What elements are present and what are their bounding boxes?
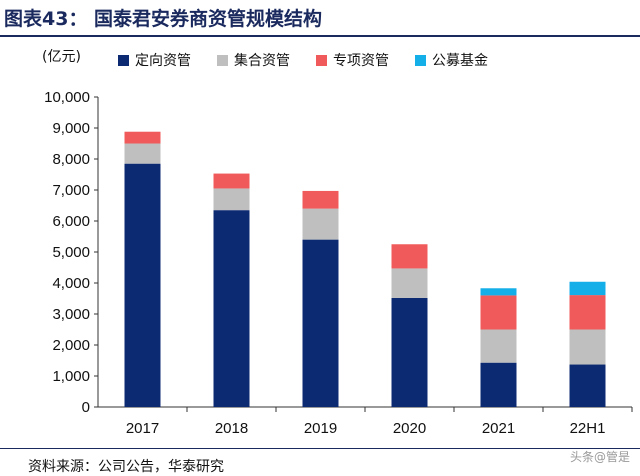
x-tick-label: 2020 <box>393 420 426 437</box>
legend: 定向资管 集合资管 专项资管 公募基金 <box>118 50 488 70</box>
bar-segment-3 <box>569 295 606 330</box>
bar-segment-2 <box>480 329 517 363</box>
bar-segment-3 <box>302 190 339 209</box>
legend-label: 定向资管 <box>135 53 191 69</box>
legend-swatch <box>415 54 426 66</box>
bar-segment-2 <box>569 329 606 365</box>
y-tick-label: 3,000 <box>52 306 90 323</box>
legend-swatch <box>217 54 228 66</box>
y-tick-label: 0 <box>82 399 90 416</box>
bar-segment-1 <box>480 362 517 407</box>
legend-item-zhuanxiang: 专项资管 <box>316 50 389 70</box>
footer-divider <box>0 448 640 449</box>
bar-segment-1 <box>569 364 606 407</box>
x-tick-label: 22H1 <box>570 420 606 437</box>
chart-title: 图表43： 国泰君安券商资管规模结构 <box>4 8 323 30</box>
x-tick-label: 2017 <box>126 420 159 437</box>
legend-item-jihe: 集合资管 <box>217 50 290 70</box>
bar-segment-1 <box>391 297 428 407</box>
bar-segment-1 <box>124 163 161 407</box>
legend-item-gongmu: 公募基金 <box>415 50 488 70</box>
bar-segment-3 <box>480 295 517 330</box>
legend-label: 公募基金 <box>432 53 488 69</box>
bar-segment-4 <box>480 288 517 296</box>
source-note: 资料来源：公司公告，华泰研究 <box>28 459 224 475</box>
y-tick-label: 2,000 <box>52 337 90 354</box>
x-tick-label: 2021 <box>482 420 515 437</box>
y-tick-label: 9,000 <box>52 120 90 137</box>
bar-segment-2 <box>124 143 161 164</box>
y-tick-label: 7,000 <box>52 182 90 199</box>
legend-label: 集合资管 <box>234 53 290 69</box>
legend-item-dingxiang: 定向资管 <box>118 50 191 70</box>
legend-label: 专项资管 <box>333 53 389 69</box>
legend-swatch <box>118 54 129 66</box>
y-axis-unit: (亿元) <box>42 49 81 65</box>
y-tick-label: 1,000 <box>52 368 90 385</box>
bar-segment-2 <box>302 208 339 240</box>
x-tick-label: 2019 <box>304 420 337 437</box>
bar-segment-4 <box>569 281 606 296</box>
watermark: 头条@管是 <box>569 450 630 464</box>
bar-segment-2 <box>391 268 428 298</box>
x-tick-label: 2018 <box>215 420 248 437</box>
bar-segment-3 <box>391 244 428 269</box>
title-divider <box>0 35 640 37</box>
bar-segment-1 <box>302 239 339 407</box>
bar-segment-3 <box>213 173 250 189</box>
y-tick-label: 8,000 <box>52 151 90 168</box>
bar-segment-3 <box>124 131 161 144</box>
y-tick-label: 6,000 <box>52 213 90 230</box>
bar-segment-1 <box>213 210 250 407</box>
y-tick-label: 10,000 <box>44 89 90 106</box>
bar-segment-2 <box>213 188 250 211</box>
legend-swatch <box>316 54 327 66</box>
y-tick-label: 5,000 <box>52 244 90 261</box>
y-tick-label: 4,000 <box>52 275 90 292</box>
